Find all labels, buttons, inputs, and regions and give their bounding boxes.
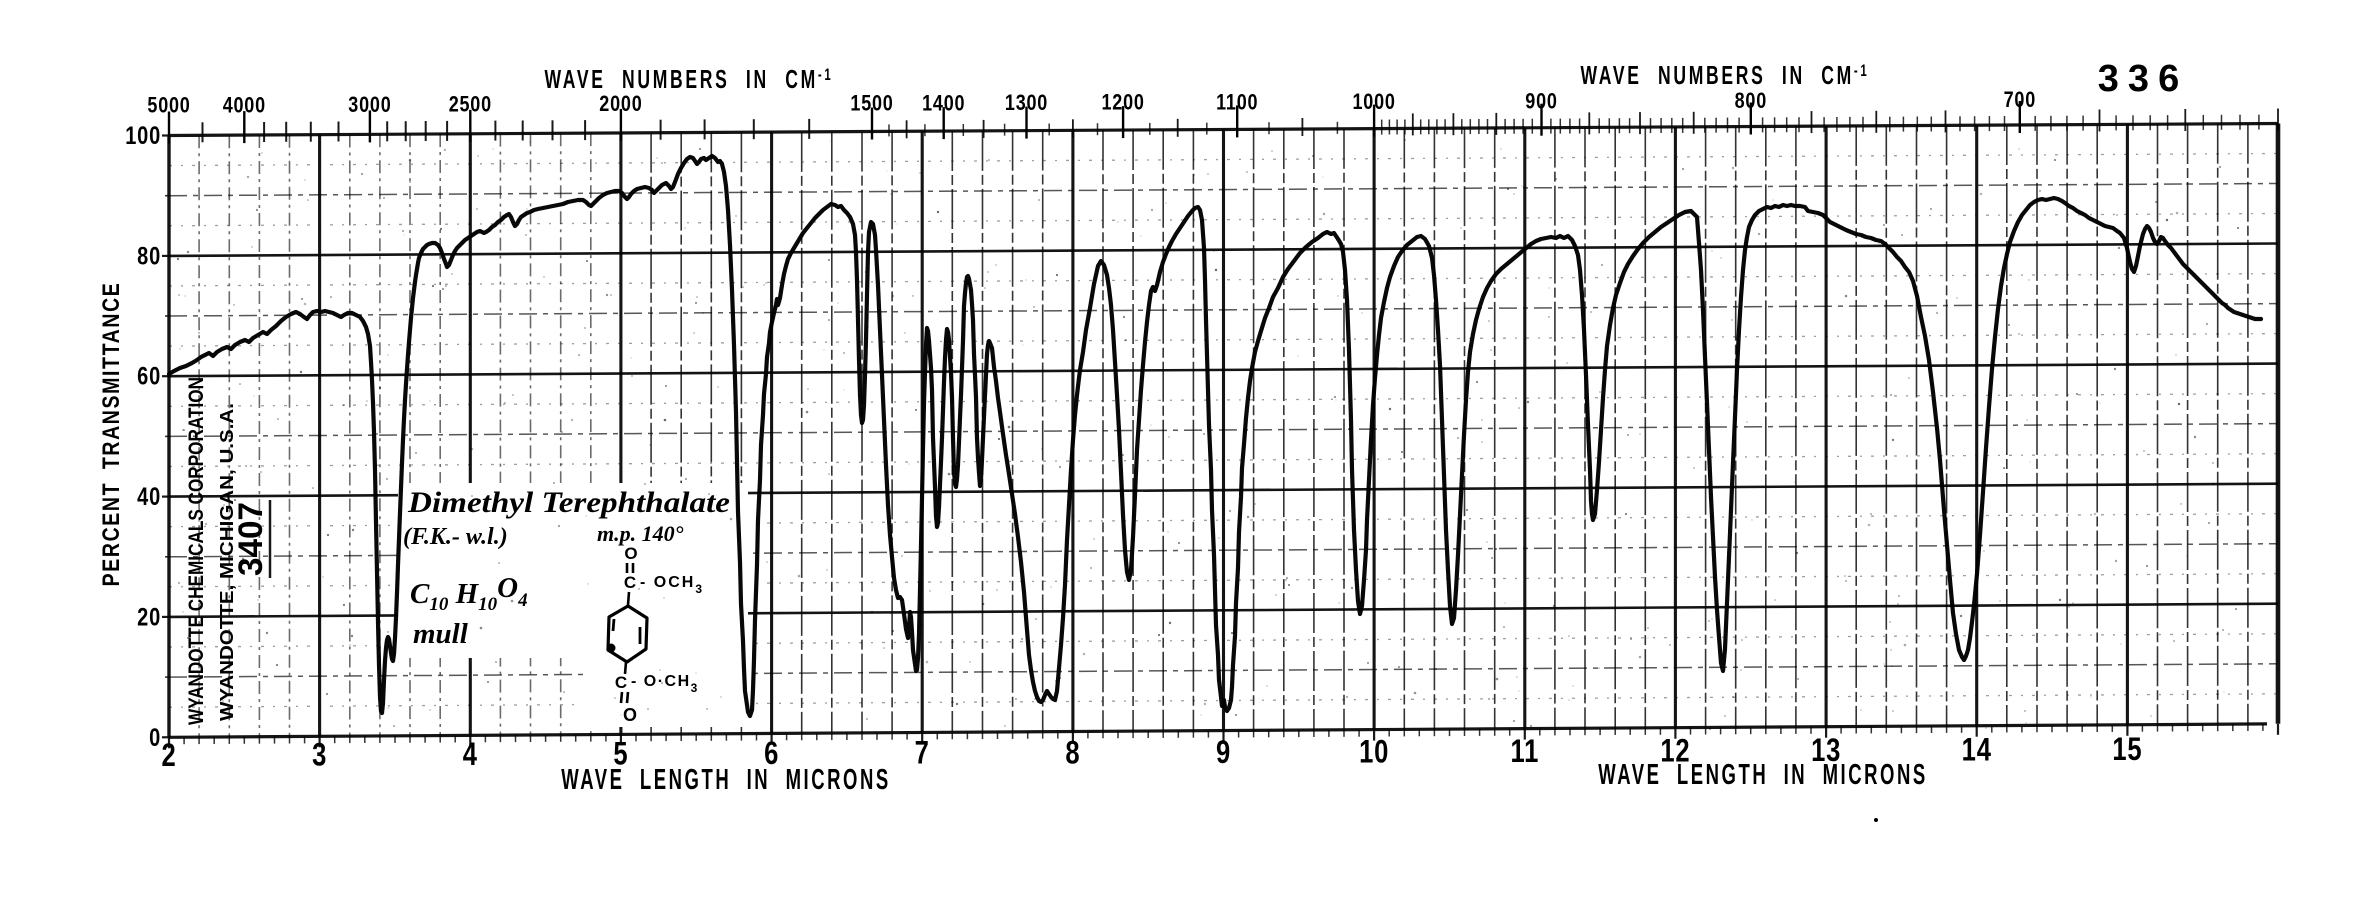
svg-text:14: 14 — [1962, 733, 1992, 768]
svg-text:10: 10 — [1359, 735, 1389, 770]
svg-text:O: O — [624, 544, 637, 563]
svg-text:13: 13 — [1811, 733, 1841, 768]
svg-text:- OCH3: - OCH3 — [640, 574, 704, 596]
svg-text:15: 15 — [2112, 732, 2142, 767]
svg-text:6: 6 — [764, 737, 779, 772]
svg-text:2000: 2000 — [599, 92, 642, 116]
svg-text:8: 8 — [1065, 736, 1080, 771]
svg-text:3000: 3000 — [348, 93, 391, 117]
svg-text:4000: 4000 — [223, 94, 266, 118]
svg-text:O: O — [623, 705, 637, 725]
svg-text:1500: 1500 — [850, 92, 893, 116]
svg-text:1200: 1200 — [1101, 91, 1144, 115]
svg-text:40: 40 — [137, 483, 161, 511]
svg-text:336: 336 — [2098, 58, 2188, 100]
svg-text:800: 800 — [1735, 89, 1767, 113]
svg-text:mull: mull — [413, 618, 469, 650]
svg-text:80: 80 — [137, 242, 161, 270]
svg-text:3407: 3407 — [232, 502, 270, 576]
svg-text:WAVE NUMBERS IN CM-1: WAVE NUMBERS IN CM-1 — [545, 65, 834, 94]
svg-text:11: 11 — [1510, 734, 1539, 769]
svg-text:WAVE NUMBERS IN CM-1: WAVE NUMBERS IN CM-1 — [1581, 61, 1870, 90]
svg-text:0: 0 — [149, 724, 161, 752]
svg-text:20: 20 — [137, 603, 161, 631]
svg-text:WYANDOTTE, MICHIGAN, U.S.A.: WYANDOTTE, MICHIGAN, U.S.A. — [217, 403, 237, 721]
svg-text:1400: 1400 — [922, 92, 965, 116]
svg-text:C: C — [624, 573, 636, 592]
svg-text:(F.K.- w.l.): (F.K.- w.l.) — [403, 524, 508, 550]
svg-text:Dimethyl Terephthalate: Dimethyl Terephthalate — [407, 486, 730, 519]
svg-text:2500: 2500 — [449, 93, 492, 117]
svg-text:12: 12 — [1660, 734, 1690, 769]
svg-text:4: 4 — [463, 737, 478, 772]
svg-text:1100: 1100 — [1216, 91, 1258, 115]
svg-text:- O·CH3: - O·CH3 — [631, 673, 699, 695]
svg-text:2: 2 — [161, 738, 176, 773]
svg-text:5000: 5000 — [147, 94, 190, 118]
svg-text:1000: 1000 — [1352, 90, 1395, 114]
svg-text:900: 900 — [1525, 90, 1557, 114]
svg-text:WYANDOTTE CHEMICALS CORPORATIO: WYANDOTTE CHEMICALS CORPORATION — [185, 377, 208, 725]
svg-text:60: 60 — [137, 363, 161, 391]
svg-text:700: 700 — [2004, 88, 2036, 112]
svg-text:1300: 1300 — [1005, 91, 1048, 115]
svg-text:7: 7 — [915, 736, 930, 771]
svg-text:100: 100 — [125, 122, 161, 150]
svg-text:3: 3 — [312, 738, 327, 773]
svg-text:PERCENT TRANSMITTANCE: PERCENT TRANSMITTANCE — [97, 282, 125, 587]
svg-text:5: 5 — [613, 737, 628, 772]
svg-text:C: C — [615, 673, 627, 692]
svg-text:WAVE LENGTH IN MICRONS: WAVE LENGTH IN MICRONS — [1598, 757, 1928, 790]
svg-text:WAVE LENGTH IN MICRONS: WAVE LENGTH IN MICRONS — [561, 762, 891, 795]
svg-text:9: 9 — [1216, 735, 1231, 770]
svg-text:m.p. 140°: m.p. 140° — [597, 521, 684, 546]
